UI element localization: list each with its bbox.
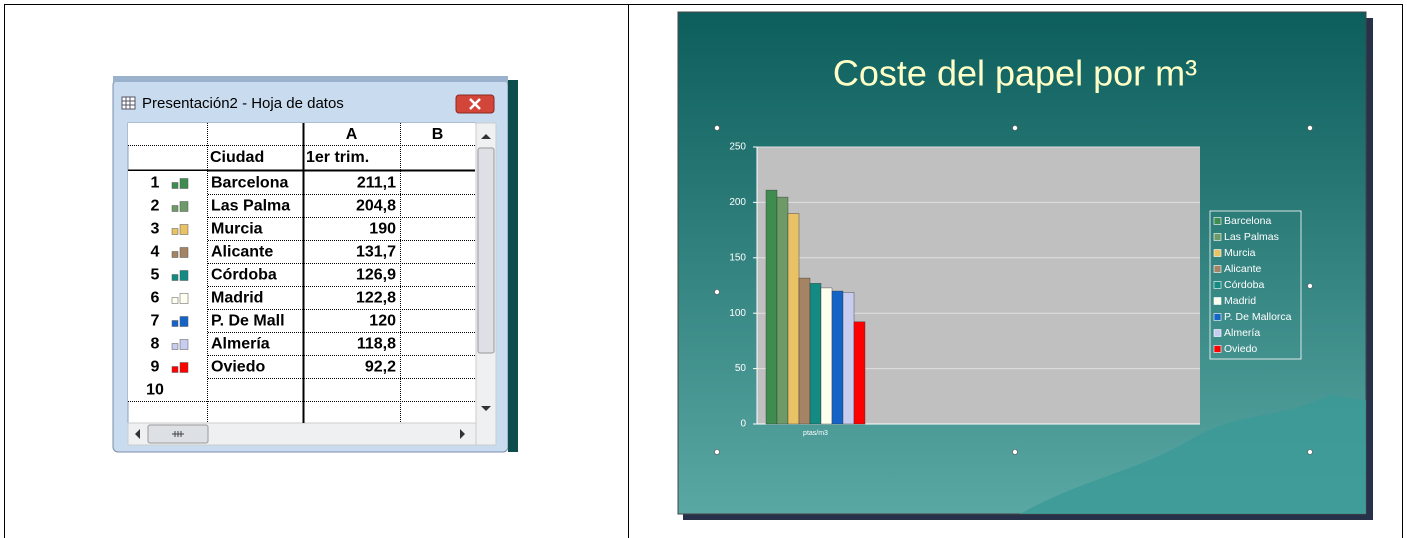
series-icon bbox=[172, 252, 178, 258]
row-header bbox=[128, 263, 207, 286]
row-number: 5 bbox=[151, 267, 160, 284]
city-cell: Murcia bbox=[211, 221, 263, 238]
series-icon bbox=[180, 294, 188, 304]
legend-swatch bbox=[1214, 298, 1221, 305]
legend-label: Córdoba bbox=[1224, 279, 1264, 291]
row-header bbox=[128, 217, 207, 240]
series-icon bbox=[180, 317, 188, 327]
series-icon bbox=[172, 367, 178, 373]
value-cell: 92,2 bbox=[365, 359, 396, 376]
legend-swatch bbox=[1214, 314, 1221, 321]
bar bbox=[843, 292, 854, 424]
row-number: 2 bbox=[151, 198, 160, 215]
value-cell: 204,8 bbox=[356, 198, 396, 215]
value-cell: 118,8 bbox=[357, 336, 396, 353]
city-cell: Las Palma bbox=[211, 198, 290, 215]
row-number: 1 bbox=[151, 175, 160, 192]
header-cell: Ciudad bbox=[210, 149, 264, 166]
window-title: Presentación2 - Hoja de datos bbox=[142, 95, 344, 112]
legend-label: P. De Mallorca bbox=[1224, 311, 1292, 323]
page: Presentación2 - Hoja de datos A B Ciudad 1e… bbox=[0, 0, 1407, 538]
chart-title: Coste del papel por m³ bbox=[833, 53, 1197, 94]
column-letter: A bbox=[346, 126, 358, 143]
legend-label: Alicante bbox=[1224, 263, 1262, 275]
city-cell: Almería bbox=[211, 336, 270, 353]
row-header bbox=[128, 332, 207, 355]
row-number: 4 bbox=[151, 244, 160, 261]
series-icon bbox=[172, 229, 178, 235]
series-icon bbox=[180, 225, 188, 235]
row-header bbox=[128, 355, 207, 378]
y-tick-label: 100 bbox=[729, 308, 746, 319]
legend-swatch bbox=[1214, 282, 1221, 289]
bar bbox=[799, 278, 810, 424]
legend-label: Las Palmas bbox=[1224, 231, 1279, 243]
header-cell: 1er trim. bbox=[306, 149, 369, 166]
row-header bbox=[128, 194, 207, 217]
bar bbox=[854, 322, 865, 424]
value-cell: 120 bbox=[369, 313, 396, 330]
row-header bbox=[128, 240, 207, 263]
y-tick-label: 50 bbox=[735, 363, 747, 374]
legend-label: Almería bbox=[1224, 327, 1260, 339]
city-cell: P. De Mall bbox=[211, 313, 285, 330]
legend-swatch bbox=[1214, 218, 1221, 225]
legend-swatch bbox=[1214, 234, 1221, 241]
y-tick-label: 250 bbox=[729, 142, 746, 153]
city-cell: Córdoba bbox=[211, 267, 277, 284]
city-cell: Alicante bbox=[211, 244, 273, 261]
bar bbox=[788, 213, 799, 424]
series-icon bbox=[180, 340, 188, 350]
value-cell: 126,9 bbox=[356, 267, 396, 284]
series-icon bbox=[172, 298, 178, 304]
value-cell: 131,7 bbox=[356, 244, 396, 261]
value-cell: 122,8 bbox=[356, 290, 396, 307]
row-number: 3 bbox=[151, 221, 160, 238]
legend-label: Murcia bbox=[1224, 247, 1256, 259]
legend-label: Barcelona bbox=[1224, 215, 1271, 227]
bar bbox=[777, 197, 788, 424]
series-icon bbox=[180, 363, 188, 373]
row-number: 6 bbox=[151, 290, 160, 307]
series-icon bbox=[172, 275, 178, 281]
column-letter: B bbox=[432, 126, 444, 143]
row-header bbox=[128, 309, 207, 332]
series-icon bbox=[180, 202, 188, 212]
series-icon bbox=[172, 344, 178, 350]
city-cell: Madrid bbox=[211, 290, 263, 307]
row-header bbox=[128, 378, 207, 401]
series-icon bbox=[180, 179, 188, 189]
legend-label: Madrid bbox=[1224, 295, 1256, 307]
row-header bbox=[128, 171, 207, 194]
series-icon bbox=[172, 183, 178, 189]
y-tick-label: 200 bbox=[729, 197, 746, 208]
legend-swatch bbox=[1214, 266, 1221, 273]
row-number: 7 bbox=[151, 313, 160, 330]
row-number: 10 bbox=[146, 382, 164, 399]
y-tick-label: 0 bbox=[740, 419, 746, 430]
legend-swatch bbox=[1214, 346, 1221, 353]
value-cell: 211,1 bbox=[357, 175, 396, 192]
row-number: 9 bbox=[151, 359, 160, 376]
bar bbox=[821, 288, 832, 424]
bar bbox=[832, 291, 843, 424]
value-cell: 190 bbox=[369, 221, 396, 238]
series-icon bbox=[180, 271, 188, 281]
legend-swatch bbox=[1214, 250, 1221, 257]
series-icon bbox=[172, 206, 178, 212]
city-cell: Barcelona bbox=[211, 175, 288, 192]
legend-label: Oviedo bbox=[1224, 343, 1257, 355]
y-tick-label: 150 bbox=[729, 252, 746, 263]
row-number: 8 bbox=[151, 336, 160, 353]
city-cell: Oviedo bbox=[211, 359, 265, 376]
bar bbox=[766, 190, 777, 424]
series-icon bbox=[172, 321, 178, 327]
series-icon bbox=[180, 248, 188, 258]
row-header bbox=[128, 286, 207, 309]
bar bbox=[810, 283, 821, 424]
legend-swatch bbox=[1214, 330, 1221, 337]
x-tick-label: ptas/m3 bbox=[803, 430, 828, 437]
